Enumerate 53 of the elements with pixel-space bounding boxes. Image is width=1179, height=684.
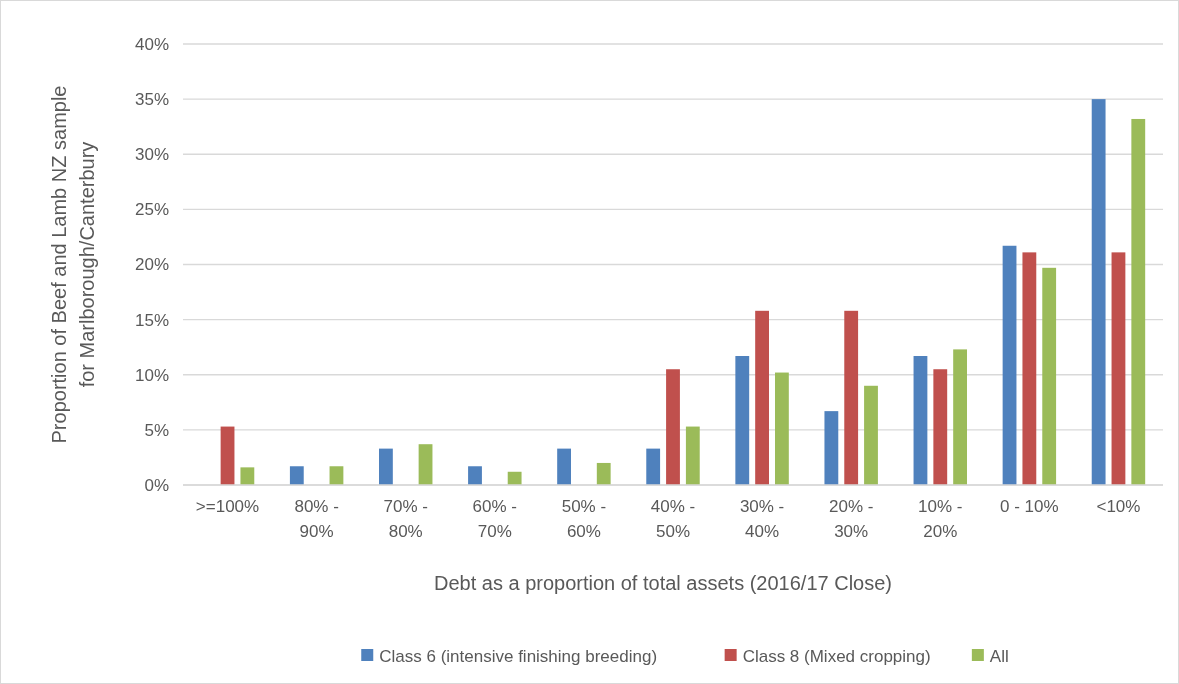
bar bbox=[735, 356, 750, 485]
bar bbox=[289, 466, 304, 485]
bar bbox=[953, 349, 967, 485]
y-tick-label: 40% bbox=[134, 34, 169, 54]
bar bbox=[418, 444, 433, 485]
x-tick-label: 10% - 20% bbox=[918, 497, 963, 541]
x-tick-label: 20% - 30% bbox=[828, 497, 874, 541]
x-tick-label: 80% - 90% bbox=[294, 497, 339, 541]
x-tick-label: 0 - 10% bbox=[1000, 497, 1059, 516]
bar bbox=[666, 369, 680, 485]
bar bbox=[913, 356, 928, 485]
x-tick-label: <10% bbox=[1096, 497, 1141, 516]
bar bbox=[775, 372, 789, 485]
bar bbox=[220, 426, 235, 485]
x-tick-label: 70% - 80% bbox=[383, 497, 428, 541]
bar bbox=[844, 310, 859, 485]
bar bbox=[507, 471, 522, 485]
y-tick-label: 10% bbox=[134, 365, 169, 385]
bar bbox=[329, 466, 344, 485]
bar bbox=[933, 369, 948, 485]
bar bbox=[379, 448, 393, 485]
legend-label: All bbox=[989, 646, 1009, 666]
bar bbox=[1022, 252, 1037, 485]
y-axis-title: Proportion of Beef and Lamb NZ sample for Marlborough/Canterbury bbox=[48, 85, 98, 444]
y-tick-label: 30% bbox=[134, 145, 169, 165]
x-tick-label: 60% - 70% bbox=[472, 497, 518, 541]
bar bbox=[468, 466, 482, 485]
bar bbox=[1042, 267, 1057, 485]
bar bbox=[1002, 245, 1017, 485]
bar bbox=[1131, 118, 1146, 485]
bar bbox=[824, 411, 839, 485]
bar bbox=[240, 467, 255, 485]
legend-label: Class 8 (Mixed cropping) bbox=[742, 646, 931, 666]
x-tick-label: 30% - 40% bbox=[739, 497, 785, 541]
bar bbox=[864, 385, 878, 485]
x-tick-label: >=100% bbox=[195, 497, 260, 516]
x-tick-label: 50% - 60% bbox=[561, 497, 607, 541]
y-tick-label: 25% bbox=[134, 200, 169, 220]
y-tick-label: 5% bbox=[144, 420, 169, 440]
bar bbox=[755, 310, 769, 485]
y-tick-label: 20% bbox=[134, 255, 169, 275]
bar bbox=[646, 448, 661, 485]
x-axis-title: Debt as a proportion of total assets (2016/17 Close) bbox=[433, 572, 893, 594]
bar bbox=[596, 462, 611, 485]
x-tick-label: 40% - 50% bbox=[650, 497, 696, 541]
bar bbox=[557, 448, 571, 485]
legend-label: Class 6 (intensive finishing breeding) bbox=[379, 646, 658, 666]
bar bbox=[1091, 99, 1106, 485]
y-tick-label: 15% bbox=[134, 310, 169, 330]
y-tick-label: 0% bbox=[144, 475, 169, 495]
y-tick-label: 35% bbox=[134, 90, 169, 110]
bar bbox=[685, 426, 700, 485]
bar bbox=[1111, 252, 1126, 485]
